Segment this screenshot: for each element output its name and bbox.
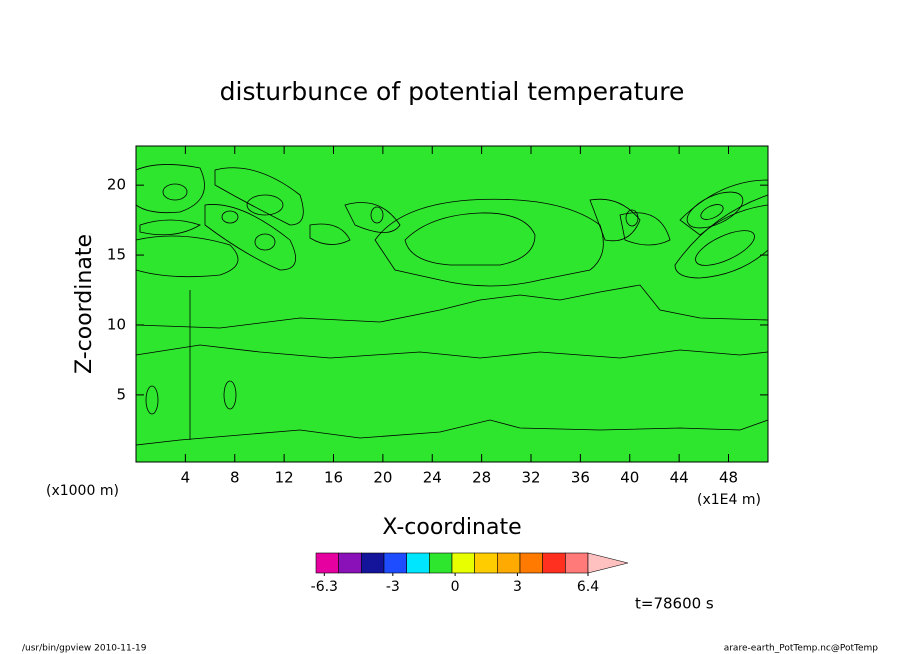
y-axis-label: Z-coordinate — [72, 234, 97, 374]
y-tick-label: 15 — [107, 246, 126, 264]
colorbar-box — [383, 552, 407, 574]
y-tick-label: 5 — [116, 385, 126, 403]
colorbar-tick-label: 6.4 — [577, 579, 599, 595]
colorbar-tick-label: -6.3 — [311, 579, 338, 595]
colorbar-box — [474, 552, 498, 574]
x-tick-label: 12 — [275, 469, 294, 487]
footer-right: arare-earth_PotTemp.nc@PotTemp — [724, 644, 879, 654]
y-unit-label: (x1000 m) — [46, 483, 119, 499]
time-label: t=78600 s — [635, 595, 714, 613]
colorbar-arrow — [587, 552, 629, 574]
footer-left: /usr/bin/gpview 2010-11-19 — [22, 644, 147, 654]
colorbar-tick-label: 3 — [513, 579, 522, 595]
colorbar-box — [406, 552, 430, 574]
colorbar-box — [519, 552, 543, 574]
x-tick-label: 40 — [620, 469, 639, 487]
x-tick-label: 44 — [670, 469, 689, 487]
x-tick-label: 20 — [373, 469, 392, 487]
colorbar-box — [315, 552, 339, 574]
chart-title: disturbunce of potential temperature — [220, 77, 685, 106]
x-tick-label: 4 — [181, 469, 191, 487]
x-unit-label: (x1E4 m) — [697, 492, 761, 508]
x-tick-label: 8 — [230, 469, 240, 487]
x-tick-label: 28 — [472, 469, 491, 487]
x-tick-label: 48 — [719, 469, 738, 487]
colorbar-box — [361, 552, 385, 574]
x-axis-label: X-coordinate — [382, 515, 521, 540]
colorbar-box — [429, 552, 453, 574]
x-tick-label: 36 — [571, 469, 590, 487]
x-tick-label: 16 — [324, 469, 343, 487]
colorbar-box — [497, 552, 521, 574]
colorbar-box — [338, 552, 362, 574]
colorbar-box — [565, 552, 589, 574]
contour-field — [135, 146, 769, 463]
plot-frame — [135, 145, 769, 463]
y-tick-label: 20 — [107, 176, 126, 194]
colorbar-box — [542, 552, 566, 574]
y-tick-label: 10 — [107, 315, 126, 333]
x-tick-label: 24 — [423, 469, 442, 487]
colorbar-tick-label: 0 — [451, 579, 460, 595]
colorbar-box — [451, 552, 475, 574]
x-tick-label: 32 — [521, 469, 540, 487]
colorbar-tick-label: -3 — [386, 579, 400, 595]
